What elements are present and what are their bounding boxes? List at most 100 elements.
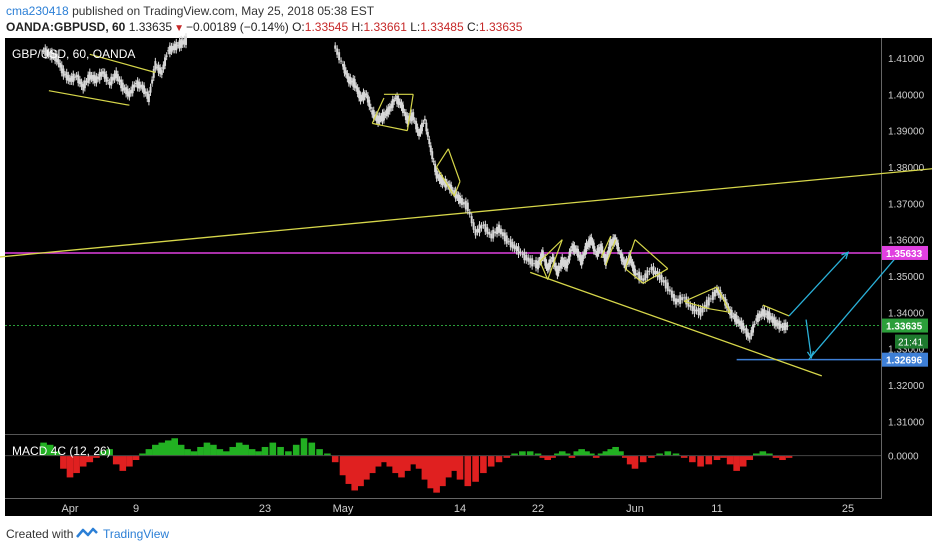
high-value: 1.33661 (363, 20, 407, 34)
candle-body (49, 51, 52, 58)
price-tick-label: 1.37000 (888, 199, 925, 210)
candle-body (338, 52, 341, 61)
macd-bar (622, 455, 629, 458)
candle-body (472, 222, 475, 230)
time-tick-label: 9 (133, 503, 139, 515)
timer-box (895, 334, 928, 349)
macd-bar (93, 455, 100, 458)
candle-body (570, 246, 573, 248)
candle-body (683, 297, 686, 299)
candle-body (587, 239, 590, 248)
candle-body (770, 316, 773, 320)
macd-bar (445, 455, 452, 478)
candle-body (531, 258, 534, 267)
candle-body (604, 257, 607, 266)
candle-body (629, 253, 632, 263)
candle-body (765, 313, 768, 315)
candle-body (116, 74, 119, 81)
price-tick-label: 1.40000 (888, 90, 925, 101)
candle-body (356, 87, 359, 94)
candle-body (755, 318, 758, 321)
candle-body (742, 323, 745, 331)
candle-body (652, 266, 655, 275)
candle-body (434, 163, 437, 173)
candle-body (470, 216, 473, 224)
macd-bar (549, 455, 556, 458)
candle-body (574, 248, 577, 251)
candle-body (664, 279, 667, 289)
candle-body (492, 229, 495, 239)
author-link[interactable]: cma230418 (6, 4, 69, 18)
candle-body (515, 246, 518, 252)
pattern-line (634, 239, 669, 270)
candle-body (566, 261, 569, 269)
candle-body (486, 227, 489, 234)
candle-body (385, 108, 388, 117)
macd-bar (152, 444, 159, 456)
candle-body (584, 246, 587, 255)
macd-bar (46, 444, 54, 456)
candle-body (498, 224, 500, 233)
trendlines (0, 168, 932, 377)
macd-bar (511, 453, 518, 456)
candle-body (149, 86, 152, 93)
candle-body (507, 241, 510, 243)
candle-body (362, 91, 365, 101)
candle-body (462, 202, 465, 205)
price-tick-label: 1.33000 (888, 345, 925, 356)
candle-body (454, 189, 457, 199)
time-tick-label: 14 (454, 503, 466, 515)
macd-bar (639, 455, 647, 463)
tradingview-link[interactable]: TradingView (103, 527, 170, 541)
tradingview-logo-icon (76, 527, 98, 538)
time-tick-label: Jun (626, 503, 644, 515)
candle-body (92, 74, 95, 81)
macd-bar (759, 451, 767, 456)
candle-body (180, 39, 183, 48)
candle-body (88, 71, 91, 81)
projection-arrowhead (806, 350, 815, 360)
candle-body (598, 246, 601, 251)
candle-body (416, 126, 419, 133)
candle-body (689, 304, 692, 308)
candle-body (511, 241, 514, 249)
candle-body (135, 82, 137, 84)
candle-body (642, 278, 645, 281)
pattern-line (642, 268, 669, 284)
macd-bar (53, 451, 61, 456)
candle-body (75, 75, 78, 77)
candle-body (442, 181, 445, 184)
candle-body (517, 246, 520, 255)
candle-body (466, 202, 469, 212)
candle-body (401, 104, 404, 114)
macd-bar (126, 455, 133, 467)
candle-body (551, 256, 554, 260)
macd-bar (229, 446, 237, 456)
candle-body (54, 53, 57, 61)
candle-body (545, 262, 548, 268)
candle-body (393, 99, 396, 102)
candle-body (660, 275, 663, 283)
macd-bar (664, 451, 672, 456)
candle-body (415, 121, 418, 130)
candle-body (711, 292, 714, 300)
candle-body (558, 266, 561, 268)
candle-body (418, 132, 421, 137)
candle-body (624, 261, 627, 269)
candle-body (168, 45, 171, 54)
candle-body (83, 80, 86, 89)
macd-bar (235, 442, 243, 456)
candle-body (758, 313, 761, 318)
candle-body (546, 267, 549, 271)
candle-body (697, 307, 700, 315)
candle-body (468, 212, 471, 215)
candle-body (679, 295, 682, 304)
candle-body (586, 244, 589, 246)
candle-body (734, 313, 737, 322)
macd-bar (726, 455, 734, 465)
macd-bar (261, 446, 269, 456)
projection-arrowhead (841, 251, 850, 260)
macd-bar (308, 442, 316, 456)
candle-body (59, 62, 62, 68)
